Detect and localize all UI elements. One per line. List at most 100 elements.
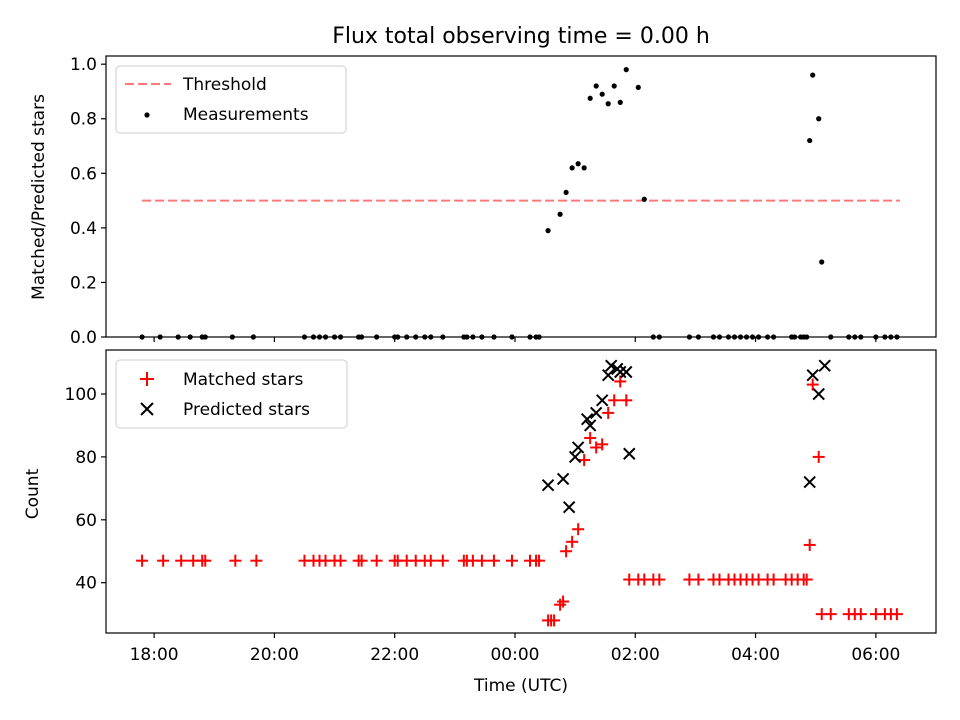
measurement-point [545,228,551,234]
matched-star-marker [620,394,633,407]
matched-star-marker [824,608,837,621]
measurement-point [617,99,623,105]
measurement-point [374,334,380,340]
predicted-star-marker [812,387,825,401]
measurement-point [599,91,605,97]
predicted-star-marker-b [589,406,603,420]
predicted-star-marker-b [602,368,615,382]
measurement-point [404,334,410,340]
measurement-point [310,334,317,340]
measurement-point [611,83,617,89]
matched-star-marker [229,554,242,567]
predicted-star-marker [589,406,603,420]
measurement-point [605,101,611,107]
matched-star-marker [199,554,212,567]
predicted-star-marker-b [620,365,633,379]
predicted-star-marker [620,365,633,379]
predicted-star-marker-b [812,387,825,401]
matched-star-marker [355,554,368,567]
measurement-point [810,72,816,78]
measurement-point [337,334,344,340]
predicted-star-marker [602,368,615,382]
measurement-point [428,334,434,340]
predicted-star-marker-b [818,359,831,372]
measurement-point [316,334,323,340]
legend-measurements-label: Measurements [183,105,309,125]
matched-star-marker [653,573,666,586]
measurement-point [755,334,762,340]
top-y-tick-label: 0.2 [70,273,97,293]
bottom-x-tick-label: 04:00 [731,645,780,665]
legend-matched-swatch [140,372,154,386]
bottom-x-ticks: 18:00 20:00 22:00 00:00 02:00 04:00 06:00 [130,633,900,665]
measurement-point [322,334,329,340]
x-axis-label: Time (UTC) [473,676,568,696]
predicted-star-marker-b [595,394,609,407]
measurement-point [725,334,732,340]
bottom-x-tick-label: 06:00 [851,645,900,665]
measurement-point [359,334,365,340]
legend-predicted-label: Predicted stars [183,400,310,420]
measurement-point [888,334,894,340]
matched-star-marker [572,523,585,536]
matched-star-marker [175,554,188,567]
matched-star-marker [614,375,627,388]
predicted-star-marker [580,412,594,426]
measurement-point [737,334,744,340]
matched-star-marker [692,573,705,586]
predicted-star-marker [571,441,585,454]
measurement-point [749,334,756,340]
measurement-point [695,334,702,340]
bottom-y-ticks: 40 60 80 100 [65,385,106,594]
measurement-point [491,334,497,340]
measurement-point [479,334,485,340]
measurement-point [139,334,145,340]
predicted-star-marker-b [571,441,585,454]
measurement-point [563,189,569,196]
measurement-point [656,334,662,340]
measurement-point [743,334,750,340]
bottom-panel: Count Time (UTC) 40 60 80 100 18:00 20:00 22:… [23,349,937,696]
bottom-x-tick-label: 22:00 [370,645,419,665]
predicted-star-marker [595,394,609,407]
measurement-point [581,165,587,171]
measurement-point [804,334,810,340]
top-plot-frame [105,55,937,338]
predicted-star-marker-b [568,450,582,464]
matched-star-marker [578,454,591,467]
predicted-star-marker [583,419,597,432]
bottom-legend: Matched stars Predicted stars [115,359,348,429]
bottom-y-tick-label: 60 [75,511,97,531]
matched-star-marker [487,554,500,567]
matched-star-marker [475,554,488,567]
measurement-point [858,334,864,340]
bottom-legend-box [115,359,348,429]
matched-star-marker [566,535,579,548]
measurement-point [882,334,888,340]
bottom-y-tick-label: 40 [75,574,97,594]
predicted-star-marker-b [541,479,555,492]
predicted-star-marker [562,501,576,514]
measurement-point [527,334,533,340]
measurement-point [395,334,401,340]
matched-star-marker [590,441,603,454]
predicted-star-marker-b [583,419,597,432]
top-y-tick-label: 0.0 [70,328,97,348]
measurement-point [828,334,834,340]
predicted-star-marker [818,359,831,372]
matched-star-marker [436,554,449,567]
measurement-point [764,334,771,340]
matched-star-marker [548,614,561,627]
measurement-point [331,334,338,340]
legend-threshold-label: Threshold [182,75,267,95]
top-y-tick-label: 1.0 [70,55,97,75]
predicted-star-marker-b [605,359,618,372]
measurement-point [731,334,738,340]
top-y-axis-label: Matched/Predicted stars [29,94,49,300]
predicted-star-marker [568,450,582,464]
measurement-point [686,334,693,340]
predicted-star-marker [803,475,816,489]
measurement-point [187,334,193,340]
matched-star-marker [554,598,567,611]
matched-star-marker [334,554,347,567]
